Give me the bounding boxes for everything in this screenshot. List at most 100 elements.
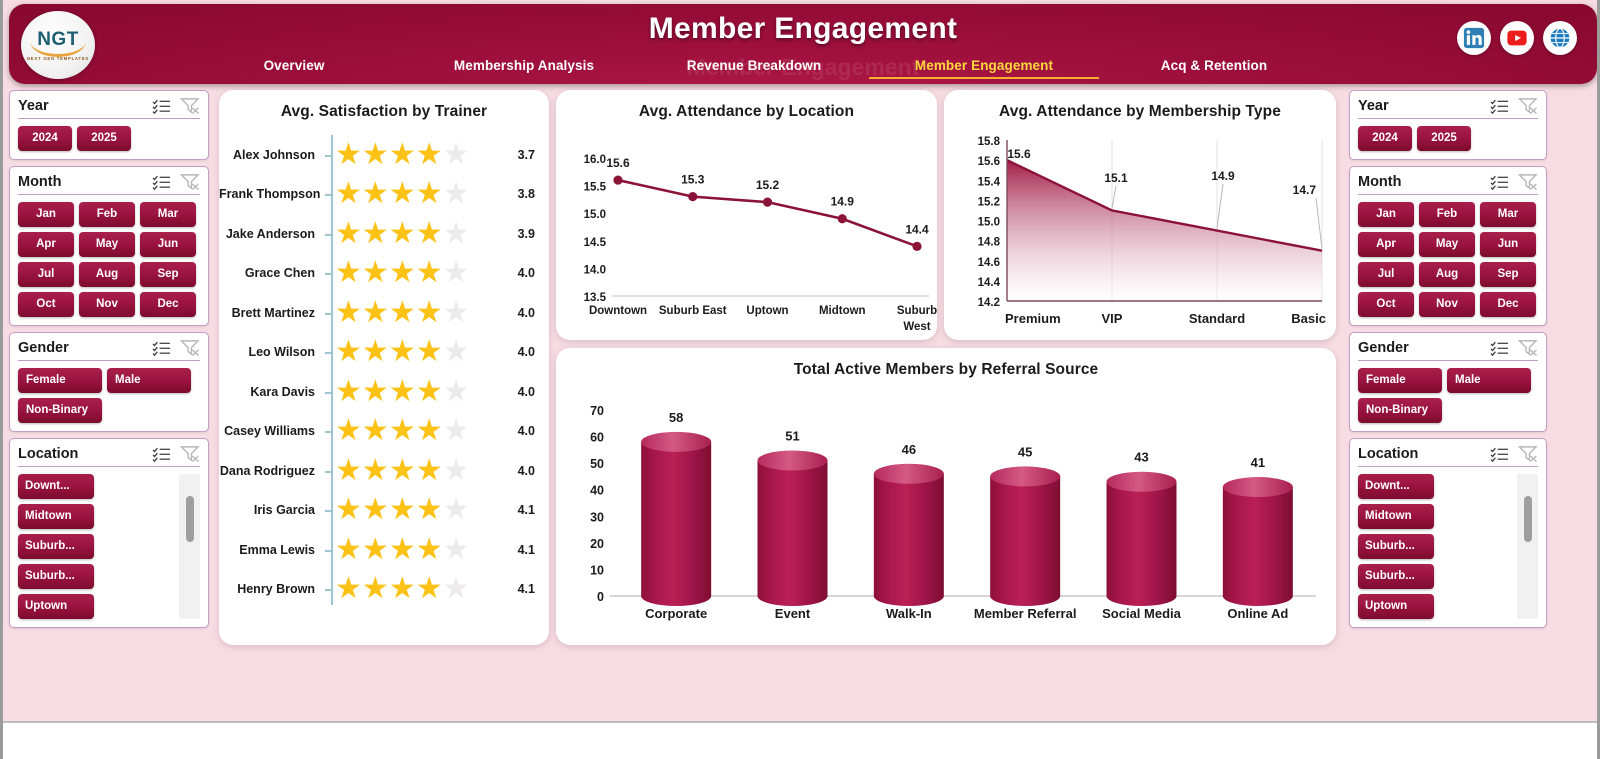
tab-acq-retention[interactable]: Acq & Retention — [1160, 58, 1268, 73]
slicer-chip-midtown[interactable]: Midtown — [1358, 504, 1434, 529]
slicer-chip-nov[interactable]: Nov — [79, 292, 135, 317]
multi-select-icon[interactable] — [152, 446, 171, 462]
clear-filter-icon[interactable] — [180, 339, 200, 356]
slicer-chip-sep[interactable]: Sep — [140, 262, 196, 287]
slicer-chip-mar[interactable]: Mar — [140, 202, 196, 227]
slicer-chip-non-binary[interactable]: Non-Binary — [18, 398, 102, 423]
slicer-chip-dec[interactable]: Dec — [140, 292, 196, 317]
clear-filter-icon[interactable] — [180, 173, 200, 190]
slicer-header-icons — [152, 97, 200, 114]
star-icon: ★ — [415, 216, 443, 250]
website-icon[interactable] — [1543, 21, 1577, 55]
slicer-chip-suburb-west[interactable]: Suburb... — [18, 564, 94, 589]
slicer-chip-midtown[interactable]: Midtown — [18, 504, 94, 529]
slicer-chip-may[interactable]: May — [1419, 232, 1475, 257]
multi-select-icon[interactable] — [1490, 98, 1509, 114]
slicer-header-icons — [1490, 173, 1538, 190]
star-icon: ★ — [442, 493, 470, 527]
scrollbar-thumb[interactable] — [185, 496, 194, 542]
multi-select-icon[interactable] — [1490, 446, 1509, 462]
slicer-chip-sep[interactable]: Sep — [1480, 262, 1536, 287]
star-icon: ★ — [361, 374, 389, 408]
slicer-chip-may[interactable]: May — [79, 232, 135, 257]
star-rating: ★ ★ ★ ★ ★ — [335, 139, 470, 170]
youtube-icon[interactable] — [1500, 21, 1534, 55]
bar-value-label: 46 — [902, 442, 916, 457]
slicer-location-scrollbar[interactable] — [178, 474, 200, 619]
trainer-rating-value: 3.7 — [517, 147, 535, 162]
star-icon: ★ — [415, 374, 443, 408]
slicer-chip-downtown[interactable]: Downt... — [18, 474, 94, 499]
clear-filter-icon[interactable] — [1518, 339, 1538, 356]
slicer-chip-2025[interactable]: 2025 — [77, 126, 131, 151]
slicer-chip-oct[interactable]: Oct — [1358, 292, 1414, 317]
slicer-header: Gender — [1358, 339, 1538, 361]
slicer-chip-2024[interactable]: 2024 — [18, 126, 72, 151]
slicer-chip-aug[interactable]: Aug — [79, 262, 135, 287]
star-icon: ★ — [388, 295, 416, 329]
slicer-header: Year — [18, 97, 200, 119]
tab-overview[interactable]: Overview — [263, 58, 325, 73]
slicer-chip-uptown[interactable]: Uptown — [18, 594, 94, 619]
line-chart-attendance-location: 13.5 14.0 14.5 15.0 15.5 16.0 15.6 15.3 15.2 14.9… — [584, 154, 937, 333]
bar-value-label: 45 — [1018, 444, 1032, 459]
slicer-chip-aug[interactable]: Aug — [1419, 262, 1475, 287]
tab-member-engagement[interactable]: Member Engagement — [869, 58, 1099, 79]
slicer-chip-female[interactable]: Female — [18, 368, 102, 393]
slicer-chip-apr[interactable]: Apr — [18, 232, 74, 257]
left-filter-panel: Year 2024 2025 Month Jan Fe — [9, 90, 209, 634]
slicer-chip-jun[interactable]: Jun — [140, 232, 196, 257]
slicer-chip-suburb-west[interactable]: Suburb... — [1358, 564, 1434, 589]
star-icon: ★ — [335, 177, 362, 211]
y-axis-tick-label: 14.0 — [584, 264, 606, 276]
slicer-chip-mar[interactable]: Mar — [1480, 202, 1536, 227]
multi-select-icon[interactable] — [152, 98, 171, 114]
trainer-rating-row: Casey Williams ★ ★ ★ ★ ★ 4.0 — [219, 412, 549, 452]
axis-tick — [325, 391, 331, 394]
slicer-chip-jul[interactable]: Jul — [1358, 262, 1414, 287]
multi-select-icon[interactable] — [152, 174, 171, 190]
star-icon: ★ — [388, 532, 416, 566]
clear-filter-icon[interactable] — [1518, 173, 1538, 190]
y-axis-tick-label: 15.4 — [978, 176, 1001, 188]
clear-filter-icon[interactable] — [1518, 97, 1538, 114]
linkedin-icon[interactable] — [1457, 21, 1491, 55]
slicer-chip-suburb-east[interactable]: Suburb... — [1358, 534, 1434, 559]
slicer-chip-jul[interactable]: Jul — [18, 262, 74, 287]
slicer-chip-uptown[interactable]: Uptown — [1358, 594, 1434, 619]
slicer-header-icons — [152, 339, 200, 356]
x-axis-category-label: Downtown — [589, 305, 647, 317]
slicer-chip-oct[interactable]: Oct — [18, 292, 74, 317]
clear-filter-icon[interactable] — [1518, 445, 1538, 462]
clear-filter-icon[interactable] — [180, 445, 200, 462]
y-axis-tick-label: 14.5 — [584, 237, 607, 249]
tab-revenue-breakdown[interactable]: Revenue Breakdown — [686, 58, 822, 73]
slicer-chip-apr[interactable]: Apr — [1358, 232, 1414, 257]
slicer-chip-jun[interactable]: Jun — [1480, 232, 1536, 257]
slicer-chip-suburb-east[interactable]: Suburb... — [18, 534, 94, 559]
y-axis-tick-label: 14.8 — [978, 237, 1001, 249]
slicer-chip-female[interactable]: Female — [1358, 368, 1442, 393]
slicer-chip-jan[interactable]: Jan — [1358, 202, 1414, 227]
slicer-chip-downtown[interactable]: Downt... — [1358, 474, 1434, 499]
slicer-chip-male[interactable]: Male — [107, 368, 191, 393]
slicer-chip-nov[interactable]: Nov — [1419, 292, 1475, 317]
slicer-chip-2024[interactable]: 2024 — [1358, 126, 1412, 151]
trainer-name: Henry Brown — [237, 582, 315, 597]
slicer-chip-male[interactable]: Male — [1447, 368, 1531, 393]
slicer-chip-2025[interactable]: 2025 — [1417, 126, 1471, 151]
tab-membership-analysis[interactable]: Membership Analysis — [453, 58, 595, 73]
multi-select-icon[interactable] — [152, 340, 171, 356]
slicer-location-scrollbar[interactable] — [1517, 474, 1538, 619]
slicer-chip-feb[interactable]: Feb — [79, 202, 135, 227]
clear-filter-icon[interactable] — [180, 97, 200, 114]
multi-select-icon[interactable] — [1490, 340, 1509, 356]
scrollbar-thumb[interactable] — [1524, 496, 1533, 542]
slicer-chip-jan[interactable]: Jan — [18, 202, 74, 227]
star-icon: ★ — [388, 256, 416, 290]
slicer-chip-feb[interactable]: Feb — [1419, 202, 1475, 227]
multi-select-icon[interactable] — [1490, 174, 1509, 190]
y-axis-tick-label: 14.4 — [978, 277, 1001, 289]
slicer-chip-dec[interactable]: Dec — [1480, 292, 1536, 317]
slicer-chip-non-binary[interactable]: Non-Binary — [1358, 398, 1442, 423]
